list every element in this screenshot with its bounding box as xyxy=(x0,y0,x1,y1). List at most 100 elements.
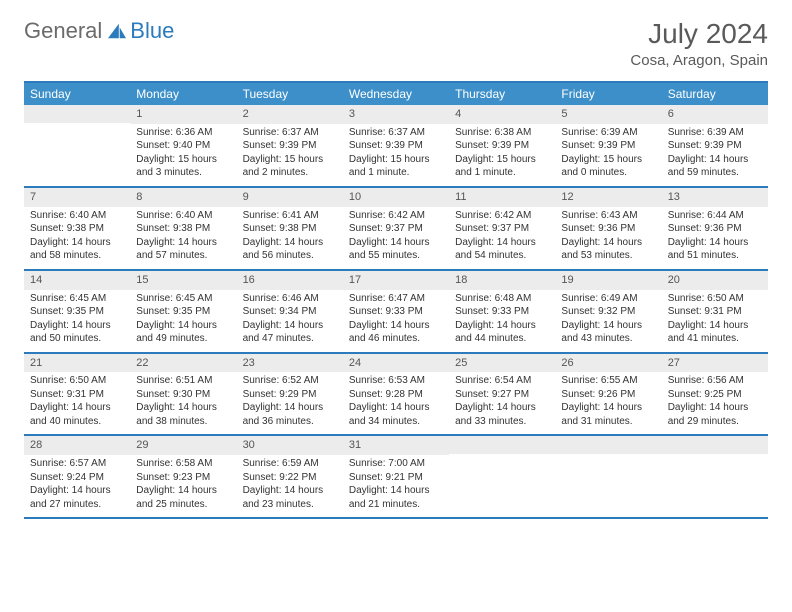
day-cell: 3Sunrise: 6:37 AMSunset: 9:39 PMDaylight… xyxy=(343,105,449,186)
day-body: Sunrise: 6:37 AMSunset: 9:39 PMDaylight:… xyxy=(343,124,449,186)
sunset-text: Sunset: 9:40 PM xyxy=(136,139,230,153)
sunrise-text: Sunrise: 6:45 AM xyxy=(136,292,230,306)
dow-sunday: Sunday xyxy=(24,83,130,105)
day-number xyxy=(555,436,661,454)
day-number: 27 xyxy=(662,354,768,373)
day-body: Sunrise: 6:57 AMSunset: 9:24 PMDaylight:… xyxy=(24,455,130,517)
day-cell: 6Sunrise: 6:39 AMSunset: 9:39 PMDaylight… xyxy=(662,105,768,186)
daylight-text: Daylight: 14 hours and 46 minutes. xyxy=(349,319,443,346)
sunset-text: Sunset: 9:28 PM xyxy=(349,388,443,402)
day-number: 7 xyxy=(24,188,130,207)
day-body: Sunrise: 7:00 AMSunset: 9:21 PMDaylight:… xyxy=(343,455,449,517)
day-number: 4 xyxy=(449,105,555,124)
month-title: July 2024 xyxy=(630,18,768,50)
day-body: Sunrise: 6:36 AMSunset: 9:40 PMDaylight:… xyxy=(130,124,236,186)
sunrise-text: Sunrise: 6:39 AM xyxy=(668,126,762,140)
sunset-text: Sunset: 9:32 PM xyxy=(561,305,655,319)
sunset-text: Sunset: 9:33 PM xyxy=(455,305,549,319)
sunset-text: Sunset: 9:39 PM xyxy=(561,139,655,153)
daylight-text: Daylight: 15 hours and 0 minutes. xyxy=(561,153,655,180)
daylight-text: Daylight: 14 hours and 41 minutes. xyxy=(668,319,762,346)
logo-sail-icon xyxy=(106,22,128,40)
header: General Blue July 2024 Cosa, Aragon, Spa… xyxy=(24,18,768,69)
day-body: Sunrise: 6:43 AMSunset: 9:36 PMDaylight:… xyxy=(555,207,661,269)
daylight-text: Daylight: 14 hours and 34 minutes. xyxy=(349,401,443,428)
sunrise-text: Sunrise: 6:46 AM xyxy=(243,292,337,306)
day-body: Sunrise: 6:42 AMSunset: 9:37 PMDaylight:… xyxy=(449,207,555,269)
daylight-text: Daylight: 14 hours and 40 minutes. xyxy=(30,401,124,428)
day-cell: 5Sunrise: 6:39 AMSunset: 9:39 PMDaylight… xyxy=(555,105,661,186)
day-number: 8 xyxy=(130,188,236,207)
day-body: Sunrise: 6:50 AMSunset: 9:31 PMDaylight:… xyxy=(662,290,768,352)
daylight-text: Daylight: 15 hours and 1 minute. xyxy=(349,153,443,180)
sunrise-text: Sunrise: 6:50 AM xyxy=(30,374,124,388)
sunset-text: Sunset: 9:22 PM xyxy=(243,471,337,485)
day-number: 29 xyxy=(130,436,236,455)
day-number: 31 xyxy=(343,436,449,455)
day-number: 26 xyxy=(555,354,661,373)
day-body: Sunrise: 6:39 AMSunset: 9:39 PMDaylight:… xyxy=(555,124,661,186)
dow-thursday: Thursday xyxy=(449,83,555,105)
sunset-text: Sunset: 9:25 PM xyxy=(668,388,762,402)
week-row: 7 Sunrise: 6:40 AMSunset: 9:38 PM Daylight… xyxy=(24,188,768,271)
daylight-text: Daylight: 14 hours and 51 minutes. xyxy=(668,236,762,263)
day-number xyxy=(24,105,130,123)
day-body: Sunrise: 6:49 AMSunset: 9:32 PMDaylight:… xyxy=(555,290,661,352)
day-cell: 29Sunrise: 6:58 AMSunset: 9:23 PMDayligh… xyxy=(130,436,236,517)
day-number: 11 xyxy=(449,188,555,207)
sunset-text: Sunset: 9:39 PM xyxy=(349,139,443,153)
week-row: 28Sunrise: 6:57 AMSunset: 9:24 PMDayligh… xyxy=(24,436,768,519)
sunset-text: Sunset: 9:38 PM xyxy=(30,222,124,236)
sunset-text: Sunset: 9:26 PM xyxy=(561,388,655,402)
sunrise-text: Sunrise: 6:42 AM xyxy=(455,209,549,223)
sunset-text: Sunset: 9:39 PM xyxy=(668,139,762,153)
sunset-text: Sunset: 9:30 PM xyxy=(136,388,230,402)
sunset-text: Sunset: 9:39 PM xyxy=(243,139,337,153)
week-row: 21Sunrise: 6:50 AMSunset: 9:31 PMDayligh… xyxy=(24,354,768,437)
day-cell: 25Sunrise: 6:54 AMSunset: 9:27 PMDayligh… xyxy=(449,354,555,435)
daylight-text: Daylight: 14 hours and 29 minutes. xyxy=(668,401,762,428)
day-cell: 11Sunrise: 6:42 AMSunset: 9:37 PMDayligh… xyxy=(449,188,555,269)
sunset-text: Sunset: 9:37 PM xyxy=(349,222,443,236)
daylight-text: Daylight: 15 hours and 2 minutes. xyxy=(243,153,337,180)
daylight-text: Daylight: 14 hours and 49 minutes. xyxy=(136,319,230,346)
day-cell: 23Sunrise: 6:52 AMSunset: 9:29 PMDayligh… xyxy=(237,354,343,435)
sunset-text: Sunset: 9:35 PM xyxy=(136,305,230,319)
sunset-text: Sunset: 9:31 PM xyxy=(668,305,762,319)
week-row: 1Sunrise: 6:36 AMSunset: 9:40 PMDaylight… xyxy=(24,105,768,188)
day-cell: 4Sunrise: 6:38 AMSunset: 9:39 PMDaylight… xyxy=(449,105,555,186)
sunrise-text: Sunrise: 6:44 AM xyxy=(668,209,762,223)
daylight-text: Daylight: 14 hours and 21 minutes. xyxy=(349,484,443,511)
daylight-text: Daylight: 14 hours and 25 minutes. xyxy=(136,484,230,511)
sunrise-text: Sunrise: 6:48 AM xyxy=(455,292,549,306)
sunset-text: Sunset: 9:31 PM xyxy=(30,388,124,402)
daylight-text: Daylight: 14 hours and 31 minutes. xyxy=(561,401,655,428)
daylight-text: Daylight: 15 hours and 1 minute. xyxy=(455,153,549,180)
daylight-text: Daylight: 14 hours and 43 minutes. xyxy=(561,319,655,346)
sunset-text: Sunset: 9:23 PM xyxy=(136,471,230,485)
day-cell: 17Sunrise: 6:47 AMSunset: 9:33 PMDayligh… xyxy=(343,271,449,352)
daylight-text: Daylight: 14 hours and 59 minutes. xyxy=(668,153,762,180)
daylight-text: Daylight: 14 hours and 56 minutes. xyxy=(243,236,337,263)
day-cell: 13Sunrise: 6:44 AMSunset: 9:36 PMDayligh… xyxy=(662,188,768,269)
sunset-text: Sunset: 9:36 PM xyxy=(561,222,655,236)
day-number: 17 xyxy=(343,271,449,290)
day-number: 10 xyxy=(343,188,449,207)
day-cell: 16Sunrise: 6:46 AMSunset: 9:34 PMDayligh… xyxy=(237,271,343,352)
day-cell: 27Sunrise: 6:56 AMSunset: 9:25 PMDayligh… xyxy=(662,354,768,435)
sunrise-text: Sunrise: 7:00 AM xyxy=(349,457,443,471)
day-cell: 1Sunrise: 6:36 AMSunset: 9:40 PMDaylight… xyxy=(130,105,236,186)
day-cell xyxy=(449,436,555,517)
day-number: 20 xyxy=(662,271,768,290)
sunset-text: Sunset: 9:34 PM xyxy=(243,305,337,319)
day-cell: 30Sunrise: 6:59 AMSunset: 9:22 PMDayligh… xyxy=(237,436,343,517)
logo: General Blue xyxy=(24,18,174,44)
day-cell: 19Sunrise: 6:49 AMSunset: 9:32 PMDayligh… xyxy=(555,271,661,352)
sunrise-text: Sunrise: 6:39 AM xyxy=(561,126,655,140)
day-of-week-header: Sunday Monday Tuesday Wednesday Thursday… xyxy=(24,83,768,105)
day-body: Sunrise: 6:56 AMSunset: 9:25 PMDaylight:… xyxy=(662,372,768,434)
sunrise-text: Sunrise: 6:36 AM xyxy=(136,126,230,140)
sunrise-text: Sunrise: 6:40 AM xyxy=(30,209,124,223)
day-number: 3 xyxy=(343,105,449,124)
day-cell: 9Sunrise: 6:41 AMSunset: 9:38 PMDaylight… xyxy=(237,188,343,269)
